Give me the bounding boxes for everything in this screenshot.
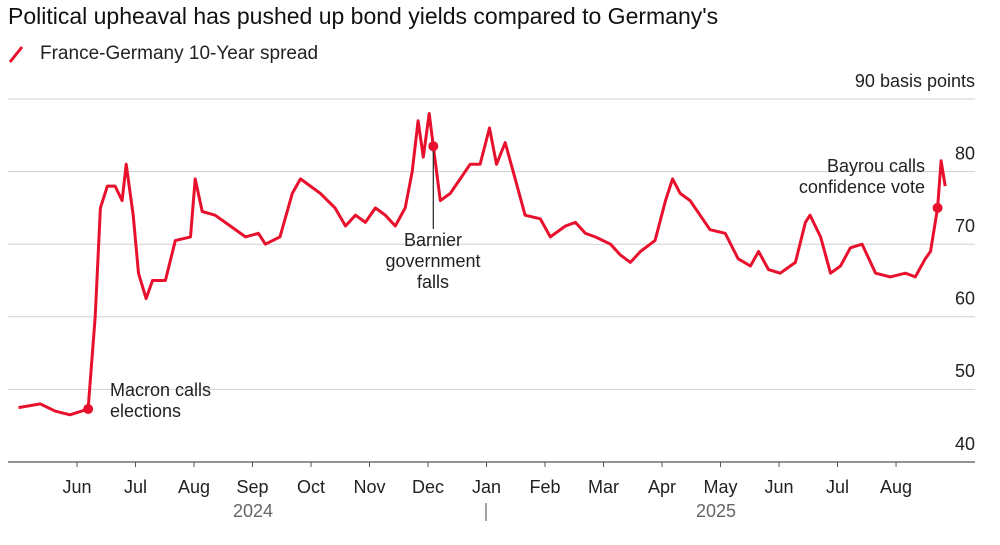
x-tick-label: Jan — [472, 477, 501, 497]
y-tick-label: 60 — [955, 289, 975, 309]
annotation-dot — [932, 202, 943, 213]
year-label: 2024 — [233, 501, 273, 521]
annotation-text: falls — [417, 272, 449, 292]
y-tick-label: 50 — [955, 361, 975, 381]
annotation-text: Barnier — [404, 230, 462, 250]
x-tick-label: Aug — [178, 477, 210, 497]
x-tick-label: Oct — [297, 477, 325, 497]
legend-label: France-Germany 10-Year spread — [40, 43, 318, 64]
x-tick-label: Nov — [354, 477, 386, 497]
legend-swatch — [8, 46, 24, 63]
annotation-text: Bayrou calls — [827, 156, 925, 176]
year-label: 2025 — [696, 501, 736, 521]
x-tick-label: Feb — [530, 477, 561, 497]
x-tick-label: Aug — [880, 477, 912, 497]
annotation-dot — [428, 141, 439, 152]
annotation-text: confidence vote — [799, 177, 925, 197]
line — [18, 112, 947, 417]
chart-title: Political upheaval has pushed up bond yi… — [8, 3, 718, 29]
annotation-text: Macron calls — [110, 380, 211, 400]
x-tick-label: Jul — [826, 477, 849, 497]
x-tick-label: Jul — [124, 477, 147, 497]
y-tick-label: 40 — [955, 434, 975, 454]
x-tick-label: Dec — [412, 477, 444, 497]
x-tick-label: Sep — [237, 477, 269, 497]
x-tick-label: Apr — [648, 477, 676, 497]
y-tick-label: 90 basis points — [855, 71, 975, 91]
annotation-dot — [83, 404, 94, 415]
annotation-text: government — [385, 251, 480, 271]
annotation-text: elections — [110, 401, 181, 421]
x-tick-label: Jun — [63, 477, 92, 497]
x-tick-label: Mar — [588, 477, 619, 497]
x-tick-label: Jun — [765, 477, 794, 497]
x-tick-label: May — [704, 477, 738, 497]
y-tick-label: 80 — [955, 143, 975, 163]
y-tick-label: 70 — [955, 216, 975, 236]
